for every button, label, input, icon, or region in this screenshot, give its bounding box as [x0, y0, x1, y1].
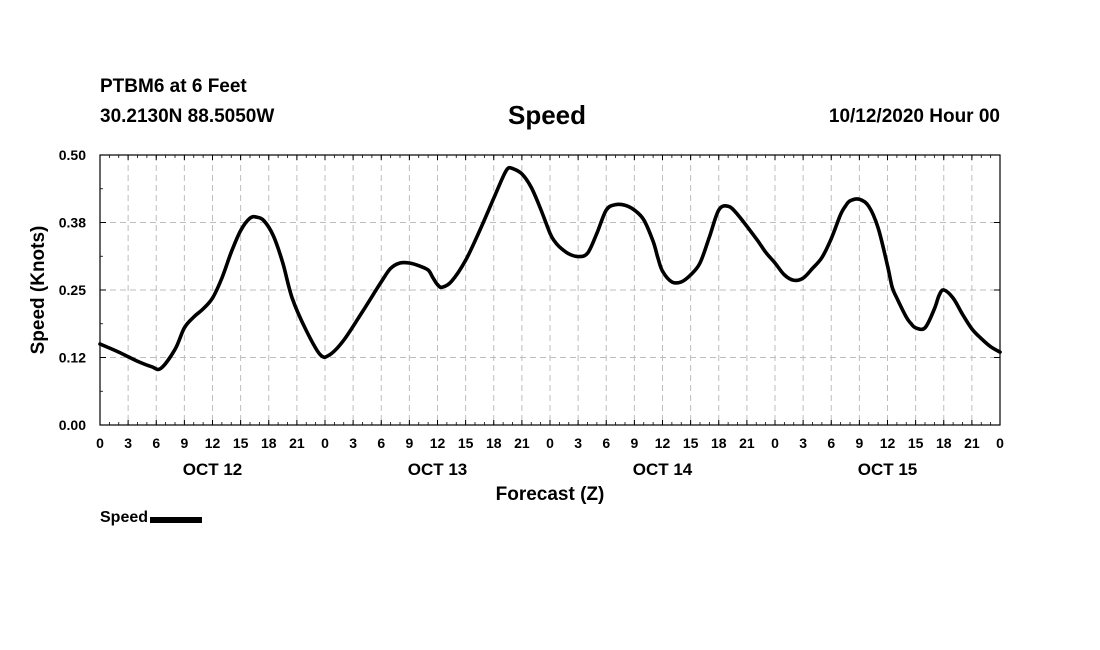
legend-label: Speed	[100, 509, 149, 526]
x-tick-label: 0	[546, 435, 554, 451]
x-axis-label: Forecast (Z)	[496, 484, 605, 505]
x-tick-label: 3	[574, 435, 582, 451]
x-tick-label: 18	[936, 435, 952, 451]
x-tick-label: 18	[261, 435, 277, 451]
y-tick-label: 0.38	[59, 215, 86, 231]
x-tick-label: 21	[289, 435, 305, 451]
x-tick-label: 21	[514, 435, 530, 451]
y-tick-label: 0.00	[59, 417, 86, 433]
x-tick-label: 12	[655, 435, 671, 451]
x-tick-label: 0	[996, 435, 1004, 451]
x-tick-label: 3	[349, 435, 357, 451]
x-tick-label: 6	[377, 435, 385, 451]
legend-swatch	[150, 517, 203, 523]
x-tick-label: 15	[683, 435, 699, 451]
y-tick-labels: 0.00 0.12 0.25 0.38 0.50	[59, 147, 86, 433]
run-time-label: 10/12/2020 Hour 00	[828, 106, 1000, 127]
x-tick-label: 12	[205, 435, 221, 451]
x-tick-label: 9	[405, 435, 413, 451]
x-tick-label: 3	[799, 435, 807, 451]
x-tick-label: 6	[152, 435, 160, 451]
x-tick-label: 0	[321, 435, 329, 451]
x-tick-label: 21	[964, 435, 980, 451]
x-tick-label: 12	[880, 435, 896, 451]
y-axis-label: Speed (Knots)	[28, 226, 49, 355]
x-tick-labels: 0 3 6 9 12 15 18 21 0 3 6 9 12 15 18 21 0 3 6 9 12 15 18 21 0 3 6 9…	[96, 435, 1004, 451]
chart-title: Speed	[508, 100, 587, 130]
station-label: PTBM6 at 6 Feet	[100, 76, 247, 97]
x-tick-label: 0	[96, 435, 104, 451]
date-labels: OCT 12 OCT 13 OCT 14 OCT 15	[183, 460, 918, 479]
x-tick-label: 9	[855, 435, 863, 451]
date-label: OCT 15	[858, 460, 918, 479]
x-tick-label: 15	[908, 435, 924, 451]
x-tick-label: 0	[771, 435, 779, 451]
date-label: OCT 12	[183, 460, 243, 479]
x-tick-label: 18	[486, 435, 502, 451]
date-label: OCT 13	[408, 460, 468, 479]
x-tick-label: 15	[458, 435, 474, 451]
x-tick-label: 18	[711, 435, 727, 451]
speed-series-line	[98, 165, 1002, 372]
x-tick-label: 3	[124, 435, 132, 451]
grid-lines	[100, 155, 1000, 425]
x-tick-label: 9	[630, 435, 638, 451]
x-tick-label: 9	[180, 435, 188, 451]
x-tick-label: 15	[233, 435, 249, 451]
legend: Speed	[100, 509, 203, 527]
y-tick-label: 0.50	[59, 147, 86, 163]
x-tick-label: 6	[602, 435, 610, 451]
x-tick-label: 12	[430, 435, 446, 451]
x-tick-label: 6	[827, 435, 835, 451]
y-tick-label: 0.12	[59, 350, 86, 366]
date-label: OCT 14	[633, 460, 693, 479]
x-tick-label: 21	[739, 435, 755, 451]
coordinates-label: 30.2130N 88.5050W	[100, 106, 275, 127]
plot-frame	[99, 154, 1001, 426]
y-tick-label: 0.25	[59, 282, 86, 298]
